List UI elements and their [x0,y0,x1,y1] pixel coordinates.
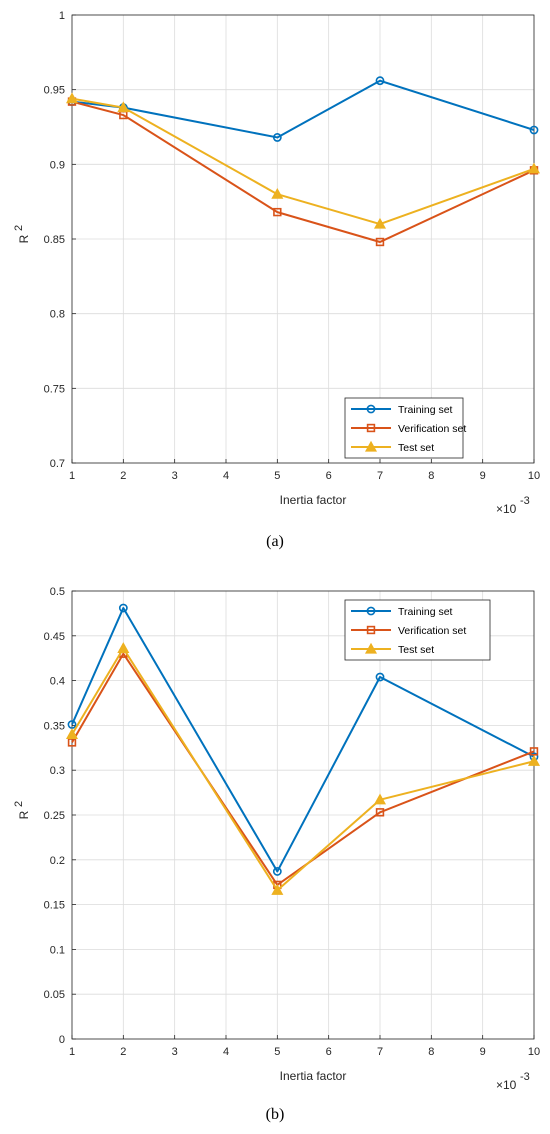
x-tick-label: 8 [428,1046,434,1058]
x-tick-label: 5 [274,470,280,482]
panel-label: (a) [266,533,284,550]
y-tick-label: 0.8 [50,309,65,321]
y-tick-label: 0.1 [50,944,65,956]
x-tick-label: 9 [480,470,486,482]
y-tick-label: 0.45 [44,631,65,643]
x-tick-label: 2 [120,1046,126,1058]
data-point-training [118,603,128,613]
x-tick-label: 10 [528,1046,540,1058]
legend: Training set Verification set Test set [344,599,491,661]
data-point-verification [67,738,77,747]
x-tick-label: 6 [326,470,332,482]
y-tick-label: 0.75 [44,383,65,395]
x-multiplier: ×10 [496,502,517,516]
data-point-test [271,884,284,895]
y-tick-label: 0.9 [50,159,65,171]
data-point-test [527,162,541,174]
data-point-training [67,720,77,729]
y-tick-label: 0.5 [50,586,65,598]
panel-label: (b) [266,1106,285,1123]
data-point-test [65,92,79,104]
data-point-test [65,728,79,739]
y-tick-label: 0 [59,1034,65,1046]
x-tick-label: 1 [69,1046,75,1058]
data-point-verification [273,207,282,217]
y-tick-label: 0.05 [44,989,65,1001]
data-point-training [375,672,385,682]
y-tick-label: 0.25 [44,810,65,822]
series-line-training [71,607,535,873]
y-tick-label: 0.7 [50,458,65,470]
y-tick-label: 0.3 [50,765,65,777]
data-point-test [373,793,387,805]
legend-marker-verification [366,625,376,635]
y-tick-label: 0.2 [50,855,65,867]
legend-marker-test [364,642,378,654]
x-tick-label: 9 [480,1046,486,1058]
data-point-test [117,642,130,653]
data-point-test [271,187,284,199]
y-tick-label: 0.85 [44,234,65,246]
x-tick-label: 7 [377,470,383,482]
x-tick-label: 4 [223,1046,229,1058]
y-tick-label: 0.4 [50,676,65,688]
y-tick-label: 0.35 [44,720,65,732]
x-tick-label: 1 [69,470,75,482]
data-point-test [527,755,541,766]
x-multiplier-exponent: -3 [520,495,530,507]
x-multiplier-exponent: -3 [520,1071,530,1083]
x-tick-label: 6 [326,1046,332,1058]
data-point-verification [375,808,385,817]
legend-marker-training [366,404,376,414]
chart-2: 1 2 3 4 5 6 7 8 9 10 0 0.05 0.1 0.15 0.2 0.25 0.3 0.35 0.4… [13,586,540,1123]
series-training [67,603,539,876]
x-tick-label: 10 [528,470,540,482]
x-tick-label: 3 [172,470,178,482]
legend-label-verification: Verification set [398,423,466,435]
series-test [65,642,541,895]
y-axis-label: R [17,810,31,819]
legend: Training set Verification set Test set [344,397,466,459]
data-point-training [375,76,385,86]
y-tick-label: 0.15 [44,900,65,912]
legend-marker-test [364,440,378,452]
series-test [65,92,541,229]
x-axis-label: Inertia factor [280,1069,347,1083]
x-tick-label: 8 [428,470,434,482]
y-axis-label-superscript: 2 [13,801,25,807]
legend-label-training: Training set [398,404,453,416]
legend-label-test: Test set [398,442,434,454]
x-tick-label: 2 [120,470,126,482]
y-tick-label: 1 [59,10,65,22]
data-point-verification [529,747,539,756]
data-point-training [272,133,282,142]
data-point-training [272,867,282,876]
y-axis-label-superscript: 2 [13,225,25,231]
x-multiplier: ×10 [496,1078,517,1092]
y-tick-label: 0.95 [44,85,65,97]
legend-label-test: Test set [398,644,434,656]
x-tick-label: 7 [377,1046,383,1058]
x-tick-label: 3 [172,1046,178,1058]
legend-label-verification: Verification set [398,625,466,637]
data-point-test [117,101,130,113]
data-point-test [373,217,387,229]
y-axis-label: R [17,234,31,243]
legend-marker-training [366,606,376,616]
x-axis-label: Inertia factor [280,493,347,507]
series-line-verification [71,100,535,243]
legend-label-training: Training set [398,606,453,618]
x-tick-label: 5 [274,1046,280,1058]
data-point-verification [375,237,385,247]
chart-1: 1 2 3 4 5 6 7 8 9 10 0.7 0.75 0.8 0.85 0.9 0.95 1 Inertia… [13,10,540,550]
x-tick-label: 4 [223,470,229,482]
data-point-training [529,125,539,135]
legend-marker-verification [366,423,376,433]
